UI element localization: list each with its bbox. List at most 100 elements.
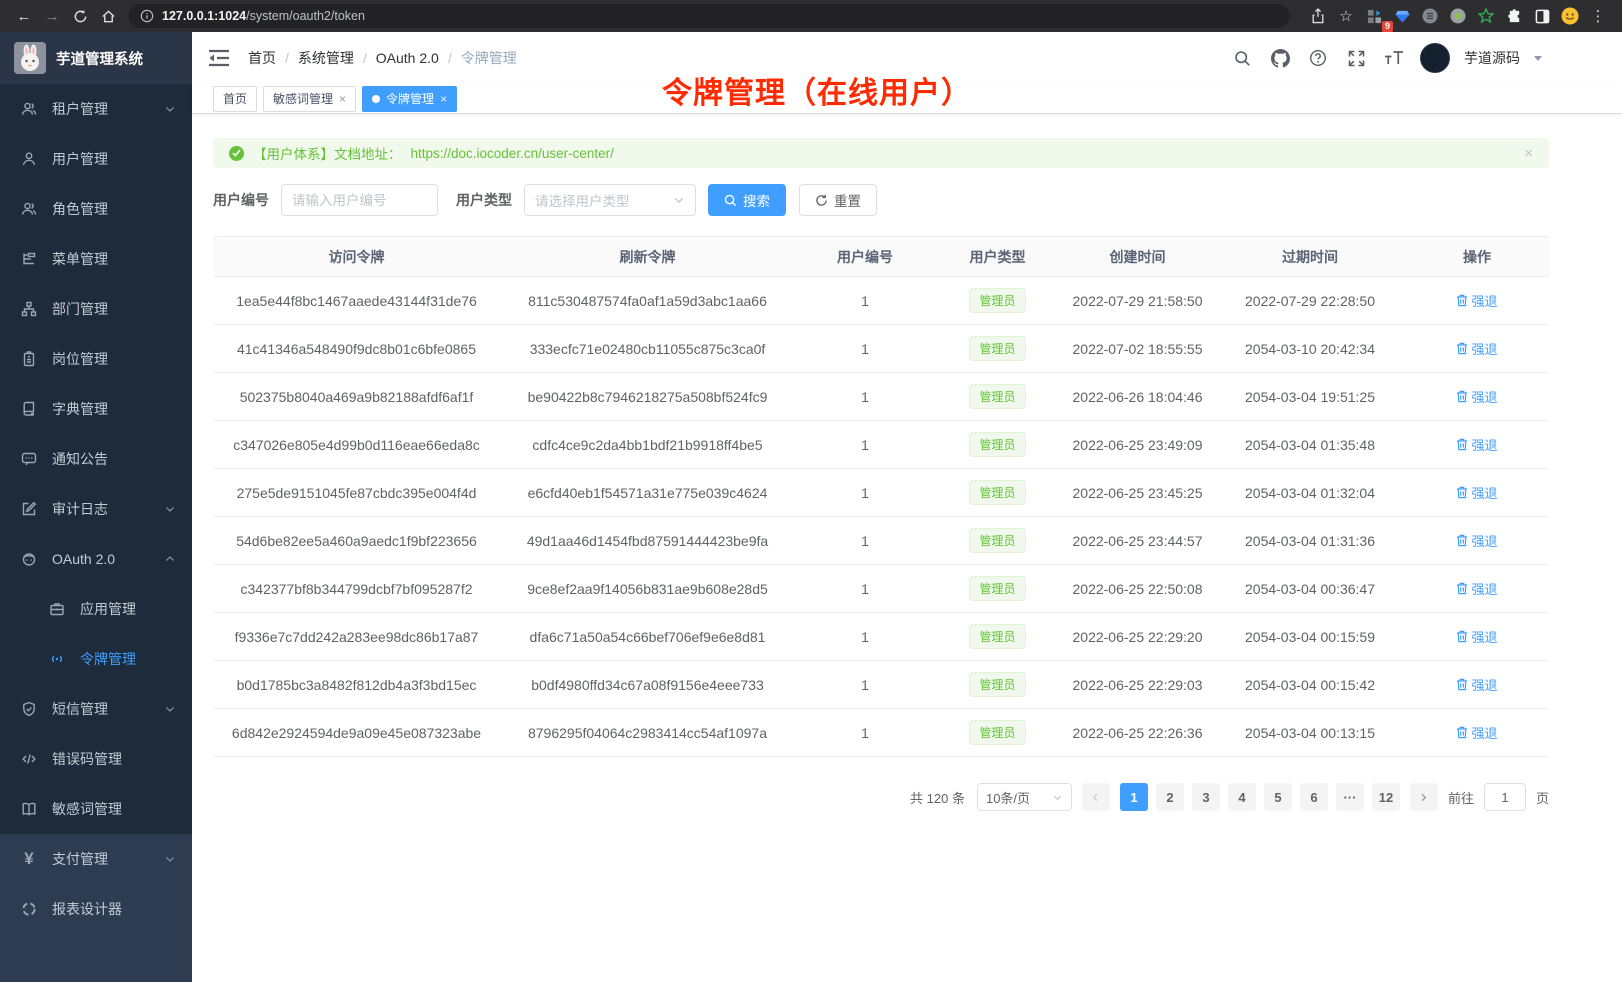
extension-icon-1[interactable] xyxy=(1416,4,1444,28)
force-logout-link[interactable]: 强退 xyxy=(1456,627,1498,646)
puzzle-extensions-icon[interactable] xyxy=(1500,4,1528,28)
open-book-icon xyxy=(20,801,38,817)
tab-token[interactable]: 令牌管理 × xyxy=(362,85,458,112)
sidebar-item-user[interactable]: 用户管理 xyxy=(0,134,192,184)
pager-pages: 1 2 3 4 5 6 ··· 12 xyxy=(1119,783,1400,811)
github-icon[interactable] xyxy=(1268,46,1292,70)
force-logout-link[interactable]: 强退 xyxy=(1456,579,1498,598)
sidebar-item-errcode[interactable]: 错误码管理 xyxy=(0,734,192,784)
tab-home[interactable]: 首页 xyxy=(213,85,258,112)
sidebar-item-post[interactable]: 岗位管理 xyxy=(0,334,192,384)
back-icon[interactable]: ← xyxy=(16,7,32,25)
chevron-down-icon xyxy=(164,853,176,865)
extension-tabs-icon[interactable]: 9 xyxy=(1360,4,1393,32)
page-button[interactable]: 4 xyxy=(1227,783,1256,811)
force-logout-link[interactable]: 强退 xyxy=(1456,291,1498,310)
force-logout-link[interactable]: 强退 xyxy=(1456,675,1498,694)
sidebar-item-report-designer[interactable]: 报表设计器 xyxy=(0,884,192,934)
bookmark-star-icon[interactable]: ☆ xyxy=(1339,8,1353,25)
sidebar-item-oauth-token[interactable]: 令牌管理 xyxy=(0,634,192,684)
close-icon[interactable]: × xyxy=(1524,144,1533,162)
refresh-token-cell: cdfc4ce9c2da4bb1bdf21b9918ff4be5 xyxy=(500,420,795,469)
app-title: 芋道管理系统 xyxy=(56,51,143,68)
user-id-input[interactable] xyxy=(281,184,438,216)
app-logo[interactable]: 芋道管理系统 xyxy=(0,32,192,84)
browser-menu-icon[interactable]: ⋮ xyxy=(1590,8,1606,25)
message-bubble-icon xyxy=(20,451,38,467)
user-type-badge: 管理员 xyxy=(969,672,1026,697)
font-size-icon[interactable] xyxy=(1382,46,1406,70)
reload-icon[interactable] xyxy=(66,4,94,28)
page-size-select[interactable]: 10条/页 xyxy=(976,783,1072,811)
filter-bar: 用户编号 用户类型 请选择用户类型 搜索 重置 xyxy=(213,184,1549,216)
chevron-down-icon xyxy=(1053,795,1062,800)
sidebar-item-sensitive-word[interactable]: 敏感词管理 xyxy=(0,784,192,834)
dictionary-icon xyxy=(20,401,38,417)
briefcase-icon xyxy=(48,601,66,617)
page-ellipsis-button[interactable]: ··· xyxy=(1335,783,1364,811)
reset-button[interactable]: 重置 xyxy=(799,184,877,216)
user-name[interactable]: 芋道源码 xyxy=(1464,50,1520,66)
tab-sensitive-word[interactable]: 敏感词管理 × xyxy=(263,85,357,112)
force-logout-link[interactable]: 强退 xyxy=(1456,483,1498,502)
sidebar-item-menu[interactable]: 菜单管理 xyxy=(0,234,192,284)
extension-icon-2[interactable] xyxy=(1444,4,1472,28)
site-info-icon[interactable] xyxy=(140,9,154,23)
caret-down-icon[interactable] xyxy=(1534,55,1542,65)
split-screen-icon[interactable] xyxy=(1528,4,1556,28)
user-type-select[interactable]: 请选择用户类型 xyxy=(524,184,696,216)
breadcrumb-item[interactable]: OAuth 2.0 xyxy=(375,50,439,66)
close-icon[interactable]: × xyxy=(440,91,448,106)
goto-page-input[interactable] xyxy=(1483,783,1526,811)
gem-extension-icon[interactable] xyxy=(1388,4,1416,28)
page-button[interactable]: 5 xyxy=(1263,783,1292,811)
sidebar-item-notice[interactable]: 通知公告 xyxy=(0,434,192,484)
trash-icon xyxy=(1457,294,1468,307)
search-button[interactable]: 搜索 xyxy=(708,184,786,216)
share-icon[interactable] xyxy=(1304,4,1332,28)
force-logout-link[interactable]: 强退 xyxy=(1456,435,1498,454)
breadcrumb-item[interactable]: 系统管理 xyxy=(297,50,354,66)
sidebar-item-dept[interactable]: 部门管理 xyxy=(0,284,192,334)
sidebar-item-role[interactable]: 角色管理 xyxy=(0,184,192,234)
sidebar-item-sms[interactable]: 短信管理 xyxy=(0,684,192,734)
sidebar-item-oauth[interactable]: OAuth 2.0 xyxy=(0,534,192,584)
page-button[interactable]: 6 xyxy=(1299,783,1328,811)
star-extension-icon[interactable] xyxy=(1472,4,1500,28)
next-page-button[interactable] xyxy=(1409,783,1438,811)
access-token-cell: 275e5de9151045fe87cbdc395e004f4d xyxy=(213,468,500,517)
hamburger-icon[interactable] xyxy=(208,49,230,67)
create-time-cell: 2022-06-26 18:04:46 xyxy=(1060,372,1215,421)
home-icon[interactable] xyxy=(94,4,122,28)
page-button[interactable]: 12 xyxy=(1371,783,1400,811)
force-logout-link[interactable]: 强退 xyxy=(1456,723,1498,742)
force-logout-link[interactable]: 强退 xyxy=(1456,339,1498,358)
page-button[interactable]: 1 xyxy=(1119,783,1148,811)
search-icon[interactable] xyxy=(1230,46,1254,70)
sidebar-item-tenant[interactable]: 租户管理 xyxy=(0,84,192,134)
help-icon[interactable] xyxy=(1306,46,1330,70)
breadcrumb-item[interactable]: 首页 xyxy=(248,50,276,66)
force-logout-link[interactable]: 强退 xyxy=(1456,531,1498,550)
address-bar[interactable]: 127.0.0.1:1024/system/oauth2/token xyxy=(128,4,1290,28)
user-avatar[interactable] xyxy=(1420,43,1450,73)
profile-avatar-icon[interactable] xyxy=(1556,4,1584,28)
page-button[interactable]: 3 xyxy=(1191,783,1220,811)
close-icon[interactable]: × xyxy=(339,91,347,106)
forward-icon[interactable]: → xyxy=(44,7,60,25)
user-id-cell: 1 xyxy=(795,660,935,709)
fullscreen-icon[interactable] xyxy=(1344,46,1368,70)
breadcrumb-separator: / xyxy=(285,50,289,66)
col-actions: 操作 xyxy=(1405,236,1549,277)
url-text[interactable]: 127.0.0.1:1024/system/oauth2/token xyxy=(162,9,365,23)
page-button[interactable]: 2 xyxy=(1155,783,1184,811)
doc-link[interactable]: https://doc.iocoder.cn/user-center/ xyxy=(410,145,614,161)
prev-page-button[interactable] xyxy=(1081,783,1110,811)
sidebar-item-oauth-app[interactable]: 应用管理 xyxy=(0,584,192,634)
sidebar-item-dict[interactable]: 字典管理 xyxy=(0,384,192,434)
sidebar-item-audit-log[interactable]: 审计日志 xyxy=(0,484,192,534)
trash-icon xyxy=(1457,390,1468,403)
sidebar-item-pay[interactable]: ¥ 支付管理 xyxy=(0,834,192,884)
sidebar-menu-lower: ¥ 支付管理 报表设计器 xyxy=(0,834,192,982)
force-logout-link[interactable]: 强退 xyxy=(1456,387,1498,406)
